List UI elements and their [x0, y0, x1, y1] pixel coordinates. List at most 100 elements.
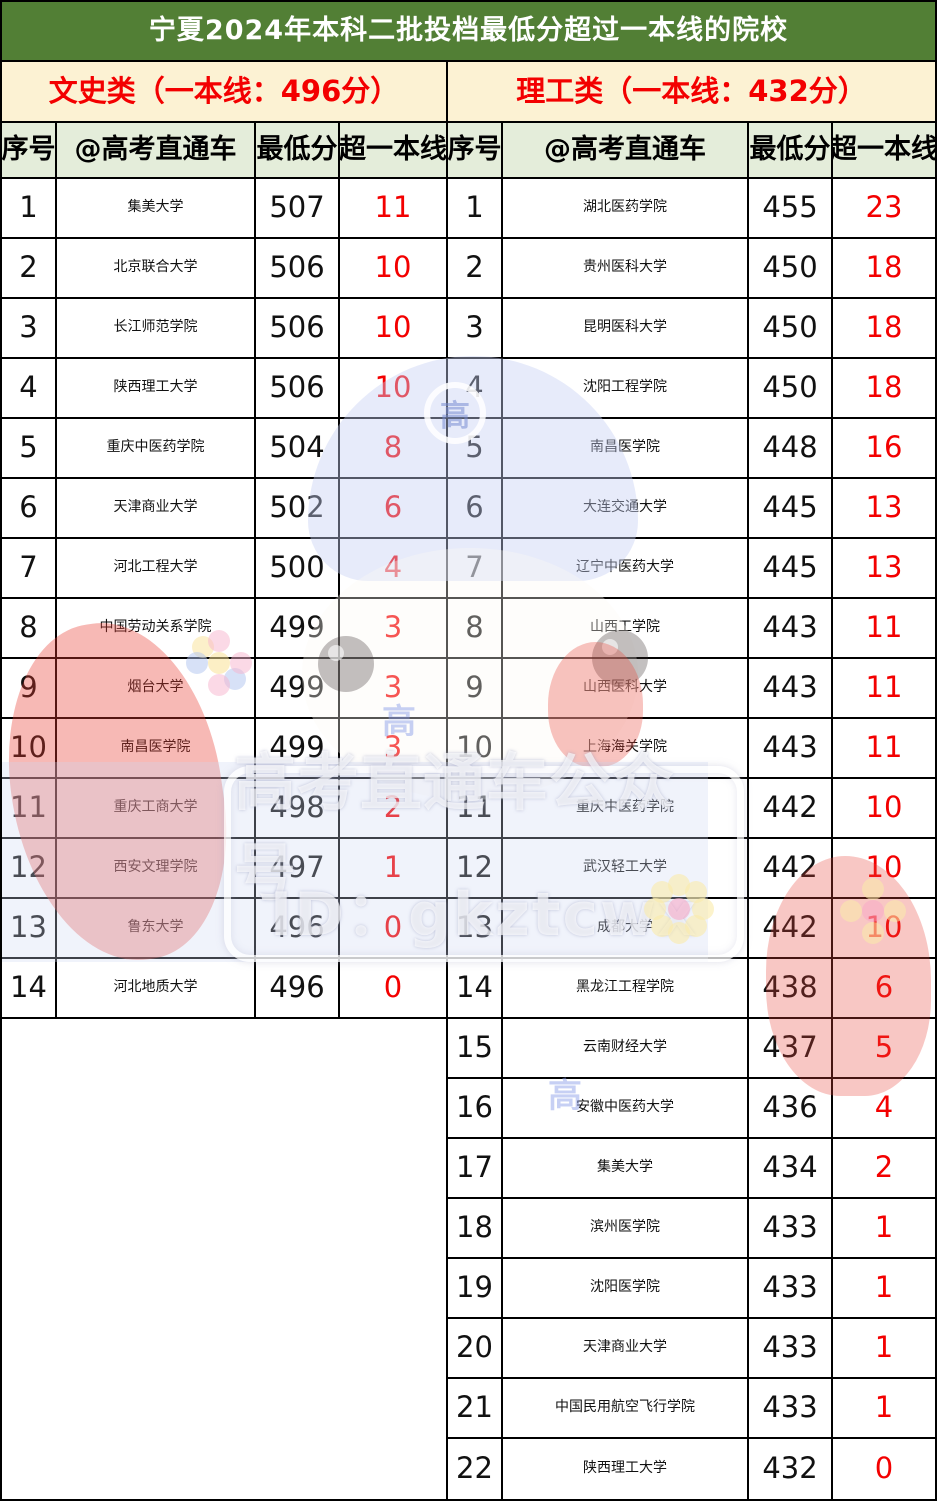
over-line-cell: 8 [340, 419, 448, 479]
min-score-cell: 450 [749, 359, 833, 419]
col-header-min-score-right: 最低分 [749, 123, 833, 179]
row-number-cell: 9 [448, 659, 503, 719]
min-score-cell: 450 [749, 239, 833, 299]
school-cell: 山西医科大学 [503, 659, 749, 719]
row-number-cell: 14 [2, 959, 57, 1019]
row-number-cell: 18 [448, 1199, 503, 1259]
min-score-cell: 445 [749, 539, 833, 599]
over-line-cell: 10 [833, 779, 935, 839]
min-score-cell: 496 [256, 959, 340, 1019]
over-line-cell: 10 [340, 239, 448, 299]
over-line-cell: 10 [833, 839, 935, 899]
school-cell: 湖北医药学院 [503, 179, 749, 239]
min-score-cell: 497 [256, 839, 340, 899]
min-score-cell: 496 [256, 899, 340, 959]
over-line-cell: 13 [833, 479, 935, 539]
col-header-no-left: 序号 [2, 123, 57, 179]
school-cell: 长江师范学院 [57, 299, 256, 359]
over-line-cell: 0 [340, 899, 448, 959]
row-number-cell: 14 [448, 959, 503, 1019]
school-cell: 天津商业大学 [57, 479, 256, 539]
school-cell: 沈阳工程学院 [503, 359, 749, 419]
min-score-cell: 433 [749, 1199, 833, 1259]
row-number-cell: 15 [448, 1019, 503, 1079]
min-score-cell: 443 [749, 719, 833, 779]
over-line-cell: 18 [833, 299, 935, 359]
school-cell: 沈阳医学院 [503, 1259, 749, 1319]
min-score-cell: 448 [749, 419, 833, 479]
min-score-cell: 433 [749, 1259, 833, 1319]
row-number-cell: 13 [448, 899, 503, 959]
row-number-cell: 4 [448, 359, 503, 419]
over-line-cell: 1 [833, 1379, 935, 1439]
over-line-cell: 5 [833, 1019, 935, 1079]
row-number-cell: 8 [448, 599, 503, 659]
school-cell: 云南财经大学 [503, 1019, 749, 1079]
min-score-cell: 433 [749, 1319, 833, 1379]
school-cell: 上海海关学院 [503, 719, 749, 779]
section-label-liberal-arts: 文史类（一本线：496分） [2, 62, 448, 123]
over-line-cell: 0 [340, 959, 448, 1019]
school-cell: 集美大学 [57, 179, 256, 239]
over-line-cell: 16 [833, 419, 935, 479]
over-line-cell: 11 [833, 659, 935, 719]
min-score-cell: 434 [749, 1139, 833, 1199]
row-number-cell: 12 [2, 839, 57, 899]
school-cell: 天津商业大学 [503, 1319, 749, 1379]
school-cell: 武汉轻工大学 [503, 839, 749, 899]
over-line-cell: 2 [833, 1139, 935, 1199]
school-cell: 安徽中医药大学 [503, 1079, 749, 1139]
min-score-cell: 443 [749, 659, 833, 719]
school-cell: 贵州医科大学 [503, 239, 749, 299]
row-number-cell: 8 [2, 599, 57, 659]
min-score-cell: 436 [749, 1079, 833, 1139]
row-number-cell: 5 [448, 419, 503, 479]
school-cell: 北京联合大学 [57, 239, 256, 299]
over-line-cell: 3 [340, 659, 448, 719]
school-cell: 成都大学 [503, 899, 749, 959]
school-cell: 辽宁中医药大学 [503, 539, 749, 599]
section-label-science: 理工类（一本线：432分） [448, 62, 935, 123]
min-score-cell: 500 [256, 539, 340, 599]
row-number-cell: 13 [2, 899, 57, 959]
over-line-cell: 0 [833, 1439, 935, 1499]
over-line-cell: 11 [340, 179, 448, 239]
row-number-cell: 11 [448, 779, 503, 839]
min-score-cell: 438 [749, 959, 833, 1019]
school-cell: 陕西理工大学 [503, 1439, 749, 1499]
over-line-cell: 11 [833, 599, 935, 659]
over-line-cell: 6 [340, 479, 448, 539]
school-cell: 河北工程大学 [57, 539, 256, 599]
row-number-cell: 22 [448, 1439, 503, 1499]
col-header-over-line-left: 超一本线 [340, 123, 448, 179]
row-number-cell: 3 [2, 299, 57, 359]
col-header-min-score-left: 最低分 [256, 123, 340, 179]
min-score-cell: 455 [749, 179, 833, 239]
min-score-cell: 443 [749, 599, 833, 659]
school-cell: 西安文理学院 [57, 839, 256, 899]
row-number-cell: 4 [2, 359, 57, 419]
over-line-cell: 2 [340, 779, 448, 839]
over-line-cell: 18 [833, 239, 935, 299]
over-line-cell: 1 [833, 1319, 935, 1379]
row-number-cell: 12 [448, 839, 503, 899]
min-score-cell: 502 [256, 479, 340, 539]
min-score-cell: 442 [749, 899, 833, 959]
row-number-cell: 5 [2, 419, 57, 479]
school-cell: 山西工学院 [503, 599, 749, 659]
school-cell: 南昌医学院 [57, 719, 256, 779]
row-number-cell: 17 [448, 1139, 503, 1199]
over-line-cell: 11 [833, 719, 935, 779]
school-cell: 河北地质大学 [57, 959, 256, 1019]
row-number-cell: 7 [2, 539, 57, 599]
min-score-cell: 450 [749, 299, 833, 359]
min-score-cell: 442 [749, 779, 833, 839]
row-number-cell: 2 [2, 239, 57, 299]
school-cell: 大连交通大学 [503, 479, 749, 539]
row-number-cell: 9 [2, 659, 57, 719]
over-line-cell: 1 [833, 1259, 935, 1319]
over-line-cell: 23 [833, 179, 935, 239]
row-number-cell: 19 [448, 1259, 503, 1319]
